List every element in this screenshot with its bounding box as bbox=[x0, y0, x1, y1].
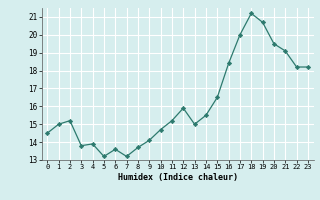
X-axis label: Humidex (Indice chaleur): Humidex (Indice chaleur) bbox=[118, 173, 237, 182]
